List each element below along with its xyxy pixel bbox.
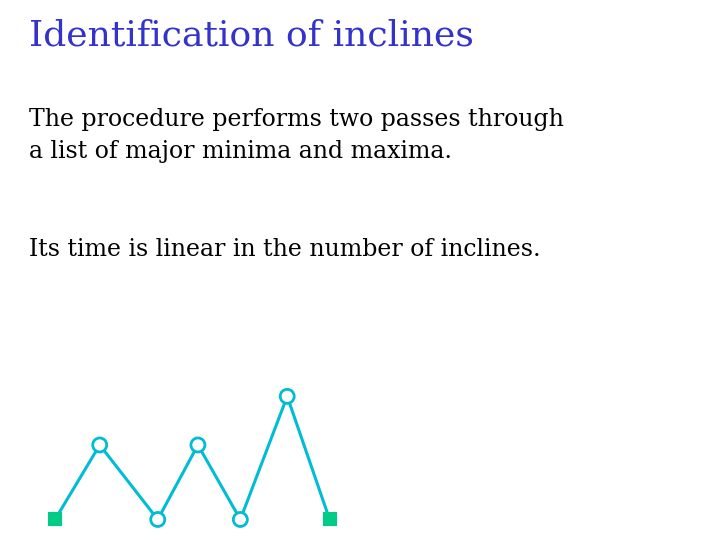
Text: Its time is linear in the number of inclines.: Its time is linear in the number of incl… <box>29 238 541 261</box>
FancyBboxPatch shape <box>49 514 61 525</box>
Ellipse shape <box>93 438 107 452</box>
Text: The procedure performs two passes through
a list of major minima and maxima.: The procedure performs two passes throug… <box>29 108 564 163</box>
Ellipse shape <box>280 389 294 403</box>
Text: Identification of inclines: Identification of inclines <box>29 19 474 53</box>
Ellipse shape <box>150 512 165 526</box>
Ellipse shape <box>191 438 205 452</box>
FancyBboxPatch shape <box>323 514 336 525</box>
Ellipse shape <box>233 512 248 526</box>
